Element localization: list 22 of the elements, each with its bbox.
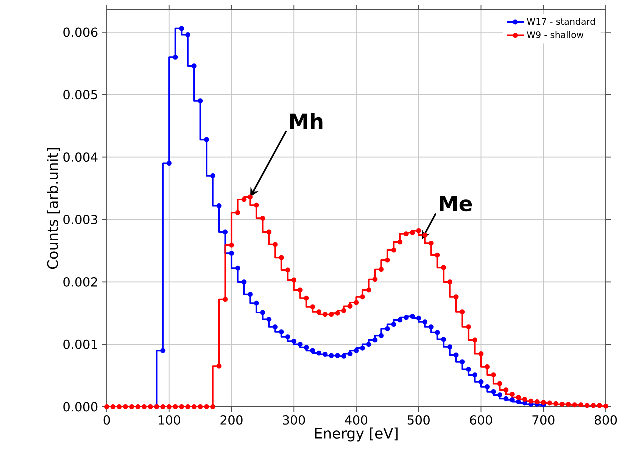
- x-tick-label: 600: [470, 416, 492, 425]
- y-tick-label: 0.005: [64, 90, 98, 100]
- x-tick-label: 800: [594, 416, 618, 425]
- y-tick-label: 0.001: [64, 340, 98, 350]
- x-tick-label: 100: [158, 416, 180, 425]
- y-axis-title: Counts [arb.unit]: [47, 148, 60, 270]
- y-tick-label: 0.006: [64, 28, 98, 38]
- legend-label: W17 - standard: [527, 18, 596, 26]
- x-tick-label: 0: [104, 416, 110, 425]
- annotation: Me: [440, 196, 472, 212]
- x-tick-label: 400: [345, 416, 368, 425]
- annotation: Mh: [290, 113, 323, 130]
- y-tick-label: 0.003: [64, 215, 98, 224]
- x-axis-title: Energy [eV]: [315, 428, 398, 442]
- y-tick-label: 0.002: [64, 277, 98, 287]
- x-tick-label: 200: [220, 416, 243, 425]
- x-tick-label: 700: [532, 416, 555, 425]
- y-tick-label: 0.004: [64, 152, 98, 162]
- x-tick-label: 300: [283, 416, 306, 425]
- y-tick-label: 0.000: [64, 402, 98, 412]
- x-tick-label: 500: [408, 416, 430, 425]
- legend-label: W9 - shallow: [527, 31, 584, 38]
